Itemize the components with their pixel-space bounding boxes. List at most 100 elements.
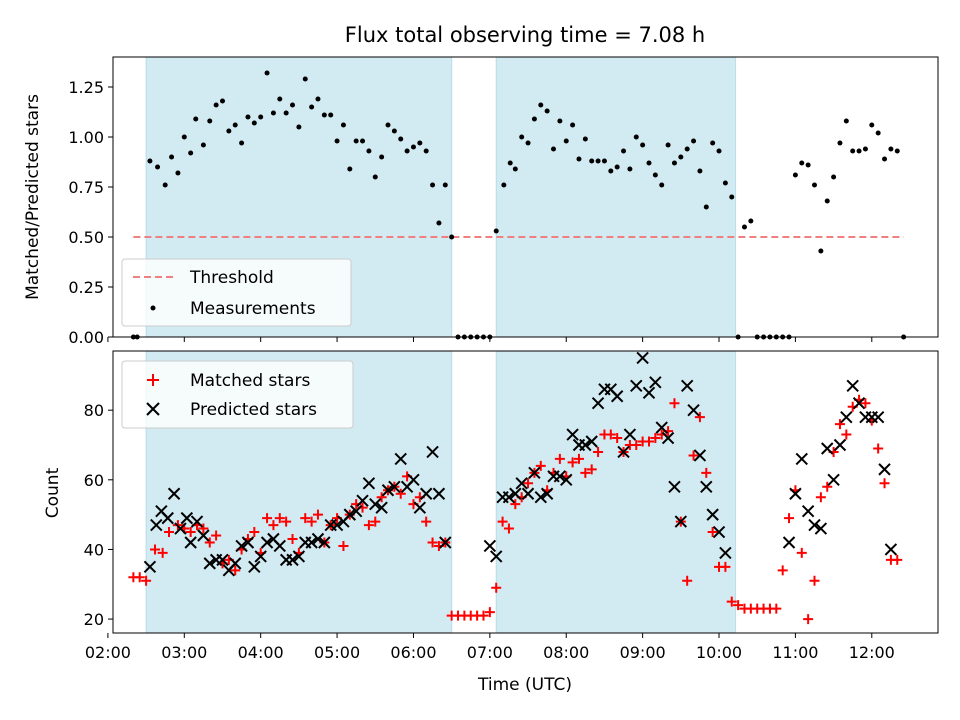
predicted-stars-point	[490, 550, 503, 563]
measurement-point	[410, 144, 416, 150]
measurement-point	[283, 110, 289, 116]
predicted-stars-point	[356, 494, 369, 507]
matched-stars-point	[605, 429, 616, 440]
predicted-stars-point	[439, 536, 452, 549]
measurement-point	[270, 110, 276, 116]
predicted-stars-point	[161, 511, 174, 525]
measurement-point	[710, 140, 716, 146]
matched-stars-point	[211, 530, 222, 541]
measurement-point	[621, 148, 627, 154]
predicted-stars-point	[801, 504, 815, 518]
predicted-stars-point	[184, 536, 197, 549]
measurement-point	[850, 148, 856, 154]
matched-stars-point	[376, 492, 387, 503]
measurement-point	[697, 168, 703, 174]
legend-predicted-label: Predicted stars	[190, 400, 317, 420]
y-tick-label: 40	[84, 540, 104, 559]
predicted-stars-point	[827, 473, 840, 487]
measurement-point	[729, 194, 735, 200]
predicted-stars-point	[674, 515, 688, 528]
measurement-point	[869, 122, 875, 128]
top-legend: Threshold Measurements	[121, 258, 352, 327]
measurement-point	[563, 138, 569, 144]
measurement-point	[633, 134, 639, 140]
matched-stars-point	[274, 513, 285, 524]
predicted-stars-point	[687, 403, 700, 417]
top-y-axis-label: Matched/Predicted stars	[23, 94, 43, 300]
measurement-point	[608, 168, 614, 174]
matched-stars-point	[643, 436, 654, 447]
measurement-point	[290, 102, 296, 108]
predicted-stars-point	[814, 522, 828, 535]
matched-stars-point	[631, 440, 642, 450]
predicted-stars-point	[668, 480, 681, 493]
measurement-point	[449, 234, 455, 240]
predicted-stars-point	[808, 518, 821, 532]
predicted-stars-point	[534, 491, 547, 504]
matched-stars-point	[860, 398, 871, 409]
measurement-point	[155, 164, 161, 170]
predicted-stars-point	[680, 379, 694, 393]
predicted-stars-point	[216, 553, 229, 567]
measurement-point	[862, 146, 868, 152]
predicted-stars-point	[617, 445, 630, 459]
measurement-point	[544, 108, 550, 114]
matched-stars-point	[478, 610, 489, 621]
measurement-point	[831, 174, 837, 180]
measurement-point	[493, 228, 499, 234]
matched-stars-point	[567, 457, 578, 468]
measurement-point	[601, 158, 607, 164]
bottom-axes-frame	[112, 350, 939, 634]
matched-stars-point	[593, 446, 604, 457]
matched-stars-point	[688, 450, 699, 461]
matched-stars-point	[421, 516, 432, 527]
measurement-point	[423, 148, 429, 154]
predicted-stars-point	[483, 539, 497, 553]
matched-stars-point	[682, 575, 693, 586]
matched-stars-point	[503, 523, 514, 534]
predicted-stars-point	[190, 515, 204, 528]
measurement-point	[366, 148, 372, 154]
measurement-point	[894, 148, 900, 154]
matched-stars-point	[363, 520, 374, 531]
top-axes-frame	[112, 56, 939, 338]
predicted-stars-point	[174, 522, 187, 535]
measurement-point	[519, 134, 525, 140]
measurement-point	[379, 154, 385, 160]
matched-stars-point	[841, 429, 852, 440]
predicted-stars-point	[661, 431, 675, 445]
measurement-point	[207, 118, 213, 124]
predicted-stars-point	[846, 379, 859, 393]
predicted-stars-point	[305, 536, 318, 549]
matched-stars-point	[784, 513, 795, 524]
y-tick-label: 0.75	[68, 178, 104, 197]
measurement-point	[258, 114, 264, 120]
measurement-point	[792, 172, 798, 178]
x-tick-label: 04:00	[238, 643, 284, 662]
matched-stars-point	[809, 575, 820, 586]
matched-stars-point	[484, 607, 495, 618]
measurement-point	[417, 140, 423, 146]
matched-stars-point	[580, 467, 591, 478]
measurement-point	[181, 134, 187, 140]
chart-title: Flux total observing time = 7.08 h	[345, 23, 705, 47]
predicted-stars-point	[871, 410, 885, 424]
matched-stars-point	[150, 544, 161, 555]
legend-matched-swatch	[147, 374, 159, 386]
predicted-stars-point	[286, 553, 299, 567]
matched-stars-point	[707, 527, 718, 538]
measurement-point	[321, 112, 327, 118]
y-tick-label: 0.50	[68, 228, 104, 247]
measurement-point	[512, 166, 518, 172]
matched-stars-point	[796, 547, 807, 558]
measurement-point	[531, 116, 537, 122]
predicted-stars-point	[553, 470, 567, 483]
y-tick-label: 20	[84, 610, 104, 629]
measurement-point	[551, 146, 557, 152]
measurement-point	[436, 220, 442, 226]
legend-predicted-swatch	[146, 402, 160, 416]
predicted-stars-point	[509, 487, 522, 500]
measurement-point	[226, 128, 232, 134]
matched-stars-point	[287, 534, 298, 544]
